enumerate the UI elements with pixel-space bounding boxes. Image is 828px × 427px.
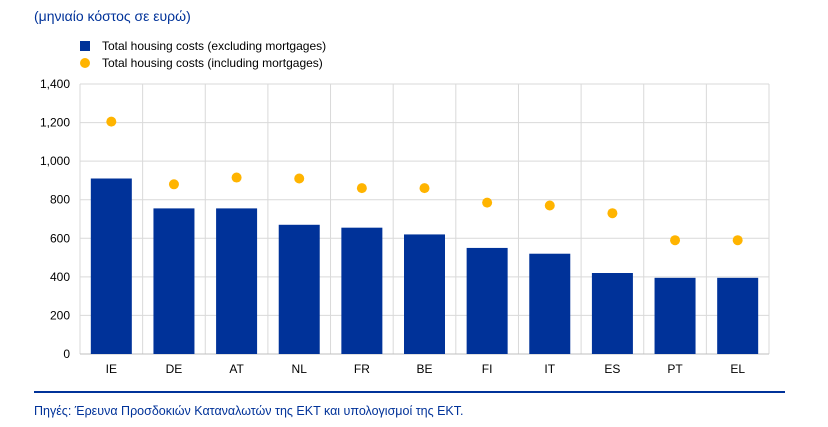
legend-label-including: Total housing costs (including mortgages…: [102, 55, 323, 70]
dot-be: [419, 183, 430, 194]
bar-es: [591, 273, 633, 354]
y-tick-label: 1,200: [40, 116, 70, 130]
legend-item-including: Total housing costs (including mortgages…: [80, 54, 326, 71]
dot-nl: [294, 173, 305, 184]
housing-costs-chart: 0 200 400 600 800 1,000 1,200 1,400 IE DE AT NL FR BE…: [40, 77, 770, 376]
y-tick-label: 400: [50, 270, 70, 284]
legend-item-excluding: Total housing costs (excluding mortgages…: [80, 37, 326, 54]
y-tick-label: 200: [50, 308, 70, 322]
y-tick-label: 800: [50, 193, 70, 207]
x-tick-label: BE: [416, 362, 432, 376]
bar-fi: [466, 247, 508, 354]
dot-it: [544, 200, 555, 211]
x-tick-label: IT: [544, 362, 555, 376]
source-note: Πηγές: Έρευνα Προσδοκιών Καταναλωτών της…: [34, 404, 464, 418]
dot-de: [168, 179, 179, 190]
y-tick-label: 600: [50, 231, 70, 245]
x-tick-label: DE: [166, 362, 183, 376]
dot-pt: [670, 235, 681, 246]
legend-bar-swatch: [80, 40, 90, 51]
legend: Total housing costs (excluding mortgages…: [80, 37, 326, 71]
x-tick-label: EL: [730, 362, 745, 376]
y-tick-label: 0: [63, 347, 70, 361]
dot-el: [732, 235, 743, 246]
bar-it: [529, 253, 571, 354]
x-tick-label: FI: [482, 362, 493, 376]
chart-subtitle: (μηνιαίο κόστος σε ευρώ): [34, 8, 191, 24]
x-tick-label: AT: [229, 362, 244, 376]
y-tick-label: 1,000: [40, 154, 70, 168]
dot-at: [231, 172, 242, 183]
x-tick-label: FR: [354, 362, 370, 376]
bar-be: [404, 234, 445, 354]
dot-fr: [356, 183, 367, 194]
x-tick-label: PT: [667, 362, 683, 376]
dot-fi: [482, 197, 493, 208]
bar-ie: [90, 178, 132, 354]
x-tick-label: ES: [604, 362, 620, 376]
dot-ie: [106, 116, 117, 127]
dot-es: [607, 208, 618, 219]
x-tick-label: IE: [106, 362, 117, 376]
bar-pt: [654, 277, 696, 354]
legend-label-excluding: Total housing costs (excluding mortgages…: [102, 38, 327, 53]
legend-dot-swatch: [80, 57, 90, 68]
bar-at: [216, 208, 258, 354]
y-tick-label: 1,400: [40, 77, 70, 91]
bar-fr: [341, 227, 383, 354]
source-divider: [34, 391, 785, 393]
x-tick-label: NL: [292, 362, 308, 376]
bar-de: [153, 208, 195, 354]
bar-el: [717, 277, 759, 354]
bar-nl: [278, 224, 320, 354]
